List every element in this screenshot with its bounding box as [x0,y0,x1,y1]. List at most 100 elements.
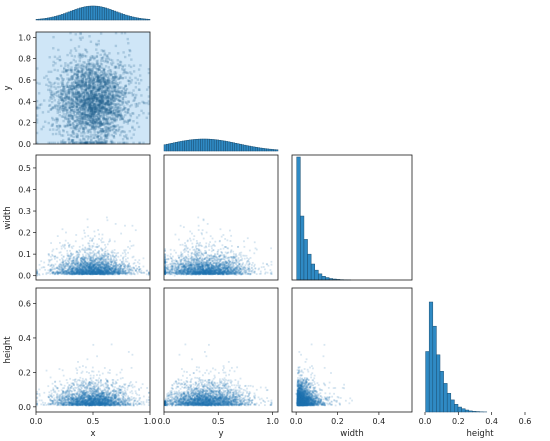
density-cell [89,258,92,260]
density-cell [89,259,92,262]
density-cell [114,271,117,274]
density-cell [113,256,116,259]
density-cell [84,268,86,271]
density-cell [111,273,113,276]
density-cell [213,243,215,246]
density-cell [72,259,75,261]
density-cell [115,259,118,261]
density-cell [51,272,54,275]
density-cell [113,255,116,258]
density-cell [109,255,112,258]
density-cell [105,266,107,269]
density-cell [114,265,116,267]
density-cell [230,250,232,253]
density-cell [90,248,92,251]
density-cell [124,273,126,275]
density-cell [74,263,77,266]
density-cell [196,253,199,256]
density-cell [98,269,101,271]
density-cell [171,259,174,262]
density-cell [230,245,233,247]
density-cell [108,268,111,271]
density-cell [50,242,52,244]
density-cell [101,270,104,273]
density-cell [79,257,82,260]
density-cell [187,267,189,270]
density-cell [105,254,108,257]
density-cell [120,232,123,235]
density-cell [64,247,66,250]
density-cell [78,272,81,274]
density-cell [109,272,112,274]
density-cell [232,256,235,259]
density-cell [134,270,137,272]
density-cell [99,272,102,275]
density-cell [117,268,119,271]
density-cell [110,267,113,270]
density-cell [116,269,119,271]
density-cell [81,257,83,260]
density-cell [90,267,93,270]
density-cell [238,260,240,263]
density-cell [91,272,94,275]
density-cell [107,258,110,261]
density-cell [184,266,187,268]
density-cell [106,243,109,246]
density-cell [40,266,43,269]
density-cell [107,273,109,276]
density-cell [74,264,77,267]
density-cell [105,269,108,272]
density-cell [112,262,115,265]
density-cell [107,261,110,264]
density-cell [253,252,256,255]
density-cell [105,266,108,269]
density-cell [98,268,101,271]
density-cell [95,273,98,275]
density-cell [105,271,108,274]
density-cell [62,260,65,263]
density-cell [107,269,110,272]
density-cell [124,271,127,274]
density-cell [132,266,135,269]
density-cell [238,252,241,255]
density-cell [110,273,113,275]
density-cell [145,273,148,276]
density-cell [245,262,248,265]
density-cell [79,269,82,272]
density-cell [115,266,118,268]
density-cell [122,256,125,259]
density-cell [214,265,216,267]
density-cell [215,265,218,267]
density-cell [110,256,112,259]
density-cell [100,272,103,275]
density-cell [116,270,119,273]
density-cell [91,261,93,264]
density-cell [132,255,135,258]
density-cell [202,219,205,222]
density-cell [60,247,63,250]
density-cell [103,252,106,255]
density-cell [138,262,141,265]
density-cell [113,268,116,271]
density-cell [243,245,246,248]
density-cell [115,264,118,266]
density-cell [119,267,122,270]
density-cell [135,269,138,272]
density-cell [82,271,85,274]
density-cell [104,261,107,264]
density-cell [241,263,244,266]
density-cell [199,260,202,262]
density-cell [242,272,244,275]
density-cell [92,272,95,275]
density-cell [108,240,110,243]
density-cell [183,248,186,251]
density-cell [81,244,84,247]
density-cell [101,263,104,266]
density-cell [75,271,78,274]
density-cell [75,263,78,266]
density-cell [138,269,140,272]
density-cell [232,250,235,253]
density-cell [197,229,200,231]
density-cell [60,271,63,274]
density-cell [99,257,102,260]
